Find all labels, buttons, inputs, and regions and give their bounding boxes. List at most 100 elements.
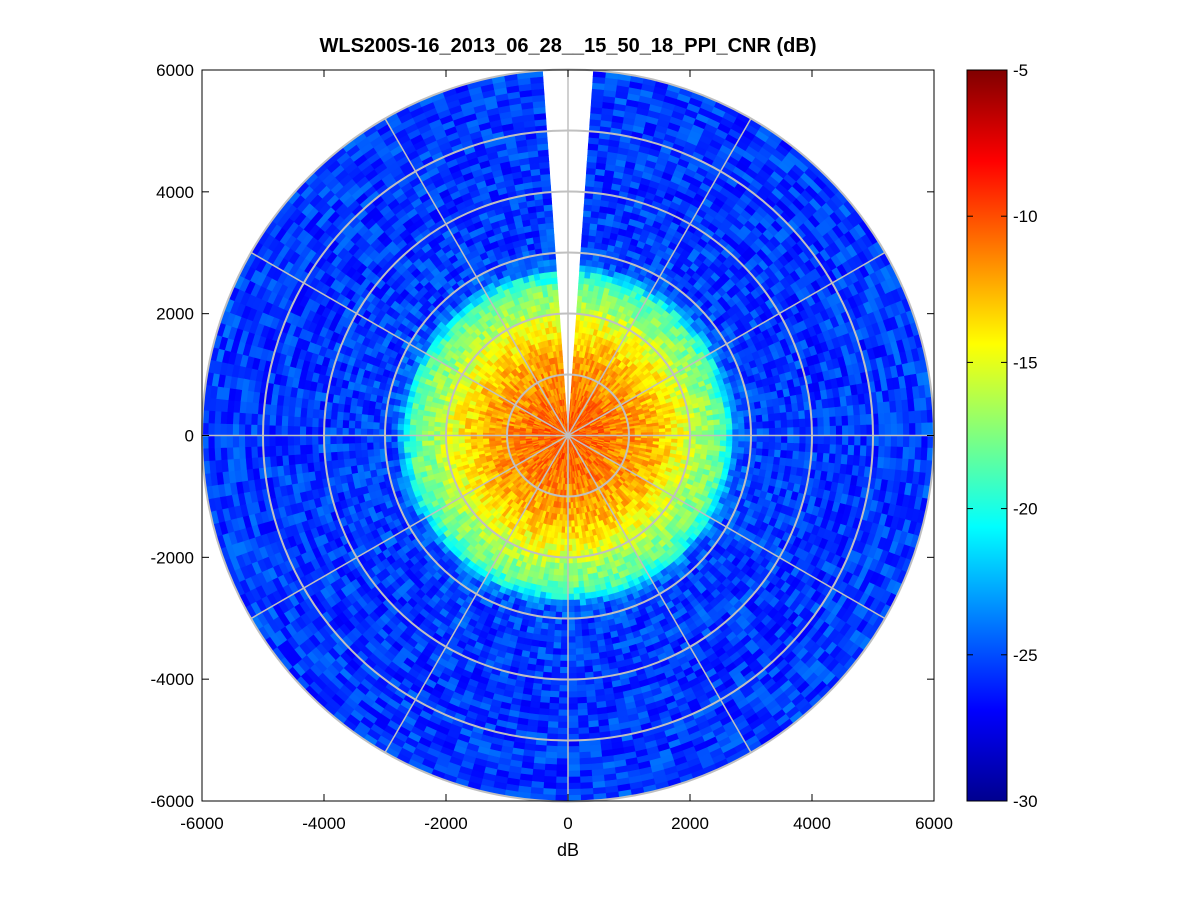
cnr-cell: [738, 441, 746, 449]
cnr-cell: [878, 435, 886, 447]
cnr-cell: [761, 448, 770, 457]
cnr-cell: [707, 435, 715, 441]
cnr-cell: [909, 435, 917, 448]
cnr-cell: [786, 450, 794, 460]
cnr-cell: [720, 435, 727, 442]
cnr-cell: [732, 435, 740, 442]
cnr-cells: [201, 70, 935, 802]
cnr-cell: [902, 446, 910, 460]
cnr-cell: [731, 440, 740, 448]
cnr-cell: [707, 444, 715, 452]
cnr-cell: [890, 412, 898, 425]
cnr-cell: [829, 444, 837, 455]
cnr-cell: [586, 161, 598, 169]
cnr-cell: [877, 413, 886, 425]
cnr-cell: [792, 450, 800, 461]
cnr-cell: [768, 435, 776, 444]
cnr-cell: [707, 424, 715, 431]
cnr-cell: [579, 264, 587, 273]
cnr-cell: [707, 440, 715, 447]
cnr-cell: [854, 435, 862, 447]
cnr-cell: [762, 421, 770, 430]
cnr-cell: [840, 454, 849, 466]
cnr-cell: [822, 453, 831, 464]
cnr-cell: [779, 412, 788, 421]
cnr-cell: [787, 435, 795, 444]
cnr-cell: [738, 428, 746, 436]
cnr-cell: [767, 413, 776, 422]
cnr-cell: [835, 444, 843, 455]
cnr-cell: [756, 421, 764, 430]
cnr-cell: [779, 450, 788, 459]
cnr-cell: [724, 412, 733, 420]
cnr-cell: [896, 435, 904, 448]
cnr-cell: [920, 410, 929, 424]
cnr-cell: [582, 216, 592, 224]
cnr-cell: [835, 425, 843, 436]
cnr-cell: [585, 167, 597, 175]
cnr-cell: [731, 417, 739, 425]
cnr-cell: [737, 447, 745, 455]
cnr-cell: [671, 427, 679, 433]
cnr-cell: [754, 407, 763, 417]
cnr-cell: [890, 423, 898, 436]
cnr-cell: [582, 222, 591, 230]
cnr-cell: [701, 420, 709, 427]
cnr-cell: [823, 435, 831, 446]
cnr-cell: [646, 429, 654, 434]
cnr-cell: [878, 424, 886, 436]
cnr-cell: [652, 428, 660, 433]
plot-area: [201, 68, 935, 803]
cnr-cell: [817, 435, 825, 445]
cnr-cell: [816, 408, 824, 419]
cnr-cell: [822, 407, 831, 418]
cnr-cell: [701, 439, 709, 446]
cnr-cell: [817, 443, 825, 454]
cnr-cell: [902, 435, 910, 448]
cnr-cell: [793, 427, 801, 436]
cnr-cell: [581, 228, 591, 236]
cnr-cell: [774, 442, 782, 451]
cnr-cell: [787, 427, 795, 436]
cnr-cell: [780, 442, 788, 452]
cnr-cell: [828, 407, 837, 418]
cnr-cell: [914, 410, 922, 424]
cnr-cell: [762, 435, 770, 443]
cnr-cell: [853, 445, 861, 457]
cnr-cell: [908, 447, 916, 461]
cnr-cell: [829, 416, 837, 427]
cnr-cell: [738, 422, 746, 430]
cnr-cell: [730, 411, 739, 419]
cnr-cell: [585, 259, 593, 267]
cnr-cell: [755, 448, 764, 457]
cnr-cell: [725, 446, 733, 454]
cnr-cell: [841, 435, 849, 446]
cnr-cell: [577, 289, 584, 297]
cnr-cell: [834, 453, 843, 465]
cnr-cell: [754, 454, 763, 464]
cnr-cell: [706, 414, 714, 422]
cnr-cell: [581, 234, 590, 242]
cnr-cell: [909, 423, 917, 436]
cnr-cell: [731, 446, 739, 454]
cnr-cell: [768, 420, 776, 429]
cnr-cell: [921, 435, 929, 449]
cnr-cell: [774, 435, 782, 444]
cnr-cell: [713, 435, 721, 442]
cnr-cell: [756, 441, 764, 450]
cnr-cell: [577, 283, 585, 291]
cnr-cell: [755, 414, 764, 423]
cnr-cell: [817, 417, 825, 428]
cnr-cell: [829, 435, 837, 446]
cnr-cell: [921, 422, 929, 436]
cnr-cell: [902, 411, 910, 425]
cnr-cell: [676, 423, 684, 429]
cnr-cell: [896, 423, 904, 436]
cnr-cell: [823, 425, 831, 436]
cnr-cell: [914, 447, 922, 461]
cnr-cell: [780, 419, 788, 429]
cnr-cell: [665, 427, 672, 433]
cnr-cell: [841, 444, 849, 456]
cnr-cell: [773, 412, 782, 422]
cnr-cell: [731, 423, 740, 431]
